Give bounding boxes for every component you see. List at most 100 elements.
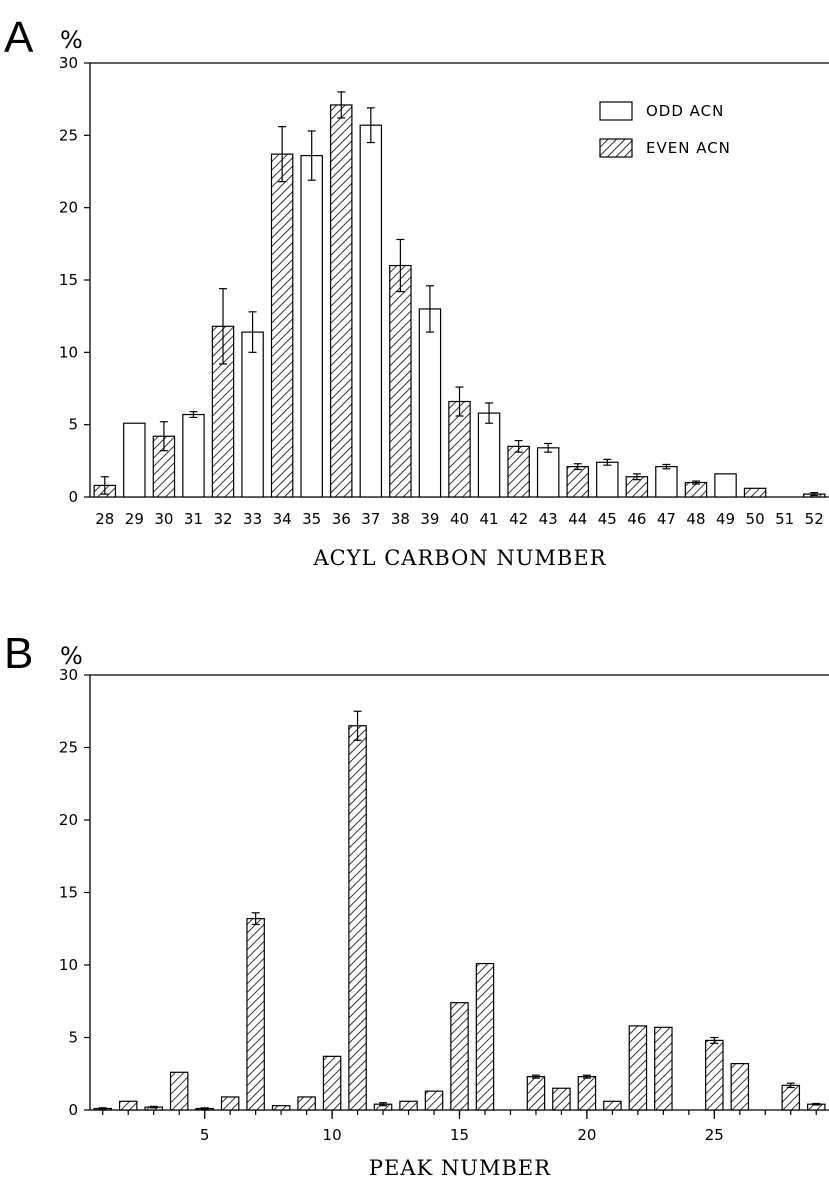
- x-tick-label: 34: [273, 510, 292, 528]
- bar: [603, 1100, 622, 1111]
- bar: [450, 1002, 469, 1111]
- bar: [526, 1076, 546, 1111]
- x-tick-label: 52: [805, 510, 824, 528]
- bar: [182, 413, 205, 498]
- x-tick-label: 36: [332, 510, 351, 528]
- bar: [300, 154, 323, 498]
- x-tick-label: 39: [420, 510, 439, 528]
- x-tick-label: 10: [323, 1126, 342, 1144]
- x-tick-label: 44: [568, 510, 587, 528]
- bar: [348, 725, 367, 1111]
- bar: [655, 466, 678, 498]
- bar: [359, 124, 383, 498]
- legend-swatch-open: [599, 101, 633, 121]
- legend-label-odd: ODD ACN: [646, 102, 724, 120]
- x-tick-label: 45: [598, 510, 617, 528]
- y-tick-label: 10: [59, 343, 78, 361]
- bar: [399, 1100, 418, 1111]
- y-tick-label: 25: [59, 126, 78, 144]
- panel-b-letter: B: [4, 629, 33, 678]
- y-tick-label: 25: [59, 739, 78, 757]
- bar: [743, 487, 767, 498]
- bar: [246, 917, 265, 1111]
- y-tick-label: 5: [68, 416, 78, 434]
- bar: [418, 308, 442, 498]
- panel-a-letter: A: [4, 13, 34, 62]
- x-tick-label: 28: [95, 510, 114, 528]
- bar: [684, 481, 708, 498]
- panel-a-bars: [93, 91, 826, 498]
- bar: [781, 1084, 801, 1111]
- bar: [566, 466, 589, 498]
- bar: [552, 1087, 571, 1111]
- bar: [654, 1026, 673, 1111]
- x-tick-label: 33: [243, 510, 262, 528]
- x-tick-label: 29: [125, 510, 144, 528]
- bar: [477, 412, 501, 498]
- x-tick-label: 51: [775, 510, 794, 528]
- x-tick-label: 31: [184, 510, 203, 528]
- bar: [389, 264, 412, 498]
- x-tick-label: 38: [391, 510, 410, 528]
- bar: [628, 1025, 648, 1111]
- x-tick-label: 20: [577, 1126, 596, 1144]
- bar: [596, 461, 619, 498]
- panel-b: B % 0 5 10 15 20 25 30 5 10 15 20 25 PEAK NUMBER: [4, 629, 829, 1180]
- bar: [169, 1071, 189, 1111]
- x-tick-label: 49: [716, 510, 735, 528]
- y-tick-label: 20: [59, 199, 78, 217]
- y-tick-label: 30: [59, 54, 78, 72]
- panel-b-bars: [93, 710, 826, 1111]
- x-tick-label: 41: [480, 510, 499, 528]
- panel-b-x-axis-title: PEAK NUMBER: [369, 1156, 551, 1180]
- bar: [118, 1100, 138, 1111]
- panel-a-x-axis-title: ACYL CARBON NUMBER: [313, 546, 607, 570]
- legend-label-even: EVEN ACN: [646, 139, 731, 157]
- panel-a-y-ticks: 0 5 10 15 20 25 30: [59, 54, 90, 506]
- y-tick-label: 15: [59, 271, 78, 289]
- bar: [241, 331, 264, 498]
- bar: [297, 1096, 316, 1111]
- bar: [714, 473, 737, 498]
- y-tick-label: 20: [59, 811, 78, 829]
- x-tick-label: 37: [361, 510, 380, 528]
- x-tick-label: 35: [302, 510, 321, 528]
- x-tick-label: 50: [746, 510, 765, 528]
- y-tick-label: 0: [68, 1101, 78, 1119]
- x-tick-label: 48: [686, 510, 705, 528]
- x-tick-label: 32: [213, 510, 232, 528]
- panel-b-y-ticks: 0 5 10 15 20 25 30: [59, 666, 90, 1119]
- x-tick-label: 47: [657, 510, 676, 528]
- x-tick-label: 40: [450, 510, 469, 528]
- panel-b-unit: %: [60, 642, 83, 670]
- x-tick-label: 25: [705, 1126, 724, 1144]
- x-tick-label: 42: [509, 510, 528, 528]
- bar: [730, 1062, 750, 1111]
- bar: [424, 1090, 444, 1111]
- bar: [271, 1105, 291, 1111]
- bar: [123, 422, 146, 498]
- y-tick-label: 0: [68, 488, 78, 506]
- x-tick-label: 46: [627, 510, 646, 528]
- y-tick-label: 30: [59, 666, 78, 684]
- bar: [577, 1076, 597, 1111]
- bar: [220, 1096, 240, 1111]
- bar: [705, 1039, 724, 1111]
- x-tick-label: 15: [450, 1126, 469, 1144]
- panel-a-legend: ODD ACN EVEN ACN: [599, 101, 731, 158]
- panel-b-x-ticks: 5 10 15 20 25: [102, 1110, 817, 1144]
- y-tick-label: 15: [59, 884, 78, 902]
- bar: [330, 104, 353, 498]
- bar: [475, 962, 495, 1111]
- bar: [270, 153, 294, 498]
- x-tick-label: 43: [539, 510, 558, 528]
- bar: [536, 447, 560, 498]
- y-tick-label: 10: [59, 956, 78, 974]
- bar: [507, 445, 530, 498]
- y-tick-label: 5: [68, 1029, 78, 1047]
- x-tick-label: 5: [200, 1126, 210, 1144]
- legend-swatch-hatched: [599, 138, 633, 158]
- x-tick-label: 30: [154, 510, 173, 528]
- panel-a-unit: %: [60, 26, 83, 54]
